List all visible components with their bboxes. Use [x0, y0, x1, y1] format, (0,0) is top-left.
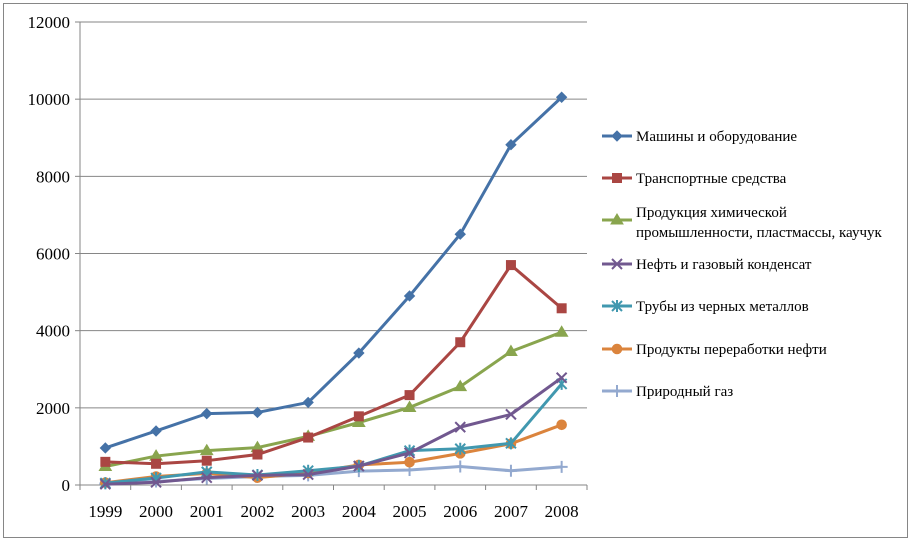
data-point	[201, 407, 213, 420]
data-point	[251, 406, 264, 419]
legend-entry-6: Продукты переработки нефти	[602, 342, 827, 358]
data-point	[505, 260, 516, 271]
x-axis-ticks: 1999 2000 2001 2002 2003 2004 2005 2006 2007 2008	[79, 485, 588, 521]
series-line	[105, 382, 563, 485]
series-2	[100, 260, 567, 469]
x-tick-label: 2000	[139, 502, 173, 521]
y-tick-label: 12000	[28, 13, 71, 32]
data-point	[611, 258, 623, 270]
data-point	[611, 343, 623, 355]
legend-entry-5: Трубы из черных металлов	[602, 299, 809, 315]
legend-entry-4: Нефть и газовый конденсат	[602, 257, 812, 273]
y-tick-label: 6000	[36, 245, 70, 264]
legend-entry-7: Природный газ	[602, 384, 733, 400]
data-point	[201, 471, 213, 484]
data-point	[402, 400, 417, 412]
series-1	[99, 91, 568, 454]
data-point	[454, 421, 466, 433]
legend: Машины и оборудование Транспортные средст…	[602, 129, 882, 400]
data-point	[555, 91, 568, 103]
series-group	[98, 91, 569, 490]
data-point	[199, 443, 214, 456]
x-tick-label: 2004	[342, 502, 377, 521]
y-tick-label: 0	[62, 476, 71, 495]
series-line	[104, 96, 563, 450]
data-point	[303, 432, 314, 443]
data-point	[556, 303, 567, 314]
x-tick-label: 1999	[88, 502, 122, 521]
legend-label: Продукты переработки нефти	[636, 342, 827, 358]
data-point	[353, 411, 364, 422]
data-point	[150, 476, 162, 489]
y-tick-label: 8000	[36, 167, 70, 186]
y-tick-label: 4000	[36, 322, 70, 341]
data-point	[99, 478, 112, 490]
data-point	[99, 442, 112, 454]
data-point	[610, 213, 624, 225]
x-tick-label: 2006	[443, 502, 477, 521]
data-point	[453, 379, 468, 392]
series-line	[105, 263, 563, 466]
data-point	[302, 468, 314, 481]
data-point	[555, 460, 568, 473]
data-point	[556, 419, 567, 431]
x-tick-label: 2007	[494, 502, 529, 521]
y-tick-label: 10000	[28, 90, 71, 109]
x-tick-label: 2008	[545, 502, 579, 521]
x-tick-label: 2003	[291, 502, 325, 521]
y-tick-label: 2000	[36, 399, 70, 418]
data-point	[505, 408, 517, 421]
data-point	[505, 138, 517, 151]
data-point	[403, 447, 416, 459]
data-point	[454, 228, 466, 240]
legend-label: Нефть и газовый конденсат	[636, 257, 812, 273]
series-3	[98, 325, 569, 471]
y-axis-ticks: 0 2000 4000 6000 8000 10000 12000	[28, 13, 80, 495]
data-point	[251, 469, 264, 482]
data-point	[100, 456, 111, 467]
data-point	[252, 449, 263, 460]
data-point	[404, 456, 415, 468]
data-point	[454, 460, 467, 473]
data-point	[554, 325, 569, 337]
data-point	[504, 344, 518, 357]
data-point	[504, 464, 517, 477]
legend-entry-2: Транспортные средства	[602, 171, 787, 187]
legend-label: промышленности, пластмассы, каучук	[636, 225, 882, 241]
data-point	[455, 337, 466, 348]
legend-label: Продукция химической	[636, 205, 787, 221]
x-tick-label: 2002	[240, 502, 274, 521]
legend-label: Природный газ	[636, 384, 733, 400]
data-point	[454, 442, 466, 455]
data-point	[404, 390, 415, 401]
series-line	[105, 330, 563, 468]
x-tick-label: 2001	[190, 502, 224, 521]
data-point	[555, 372, 568, 384]
gridlines	[80, 21, 587, 409]
data-point	[150, 425, 162, 437]
data-point	[611, 130, 623, 142]
x-tick-label: 2005	[393, 502, 427, 521]
series-line	[105, 376, 563, 486]
data-point	[351, 415, 366, 427]
data-point	[201, 455, 212, 466]
legend-label: Трубы из черных металлов	[636, 299, 809, 315]
data-point	[612, 173, 622, 183]
data-point	[353, 347, 365, 359]
data-point	[611, 300, 623, 312]
data-point	[302, 396, 314, 409]
legend-label: Машины и оборудование	[636, 129, 797, 145]
data-point	[403, 290, 416, 302]
data-point	[505, 437, 517, 450]
legend-entry-1: Машины и оборудование	[602, 129, 797, 145]
data-point	[353, 460, 365, 472]
data-point	[151, 458, 162, 469]
legend-entry-3: Продукция химической промышленности, плас…	[602, 205, 882, 241]
legend-label: Транспортные средства	[636, 171, 787, 187]
series-4	[99, 372, 568, 490]
data-point	[611, 385, 623, 397]
